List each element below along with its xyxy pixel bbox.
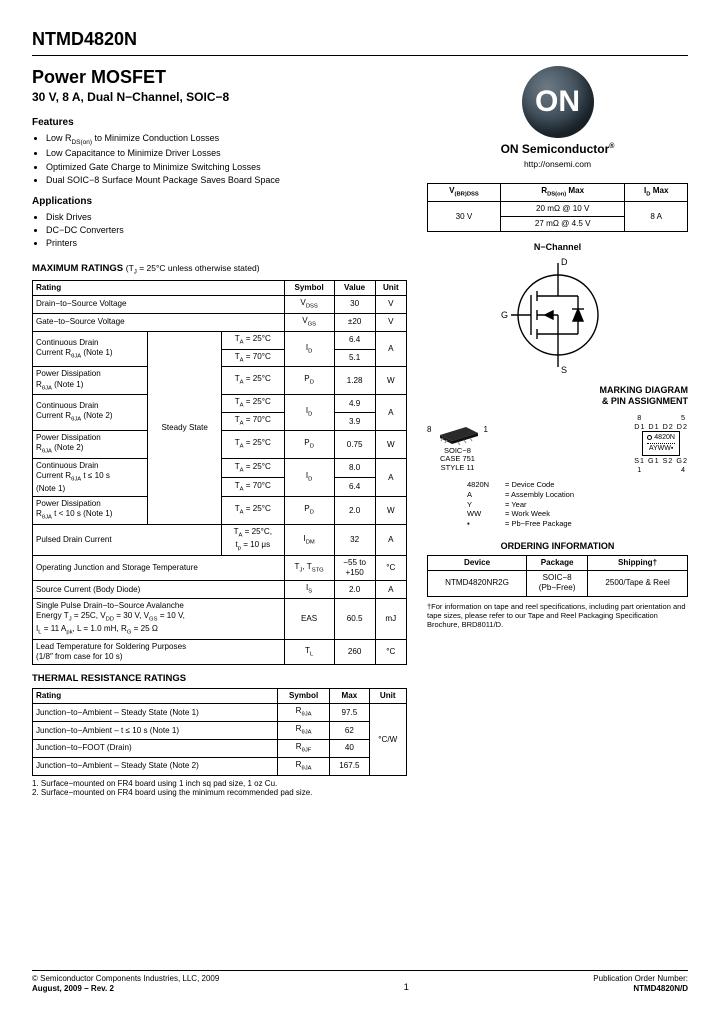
- left-column: Power MOSFET 30 V, 8 A, Dual N−Channel, …: [32, 66, 407, 799]
- key-spec-table: V(BR)DSSRDS(on) MaxID Max30 V20 mΩ @ 10 …: [427, 183, 688, 232]
- source-label: S: [561, 365, 567, 375]
- thermal-heading: THERMAL RESISTANCE RATINGS: [32, 673, 407, 685]
- company-name: ON Semiconductor®: [427, 142, 688, 157]
- ordering-table: DevicePackageShipping†NTMD4820NR2GSOIC−8…: [427, 555, 688, 596]
- divider: [32, 55, 688, 56]
- package-3d: 8 1 SOIC−8C: [427, 415, 488, 473]
- applications-heading: Applications: [32, 196, 407, 209]
- footer-copyright: © Semiconductor Components Industries, L…: [32, 974, 219, 984]
- list-item: Dual SOIC−8 Surface Mount Package Saves …: [46, 175, 407, 186]
- page-footer: © Semiconductor Components Industries, L…: [32, 970, 688, 994]
- main-title: Power MOSFET: [32, 66, 407, 89]
- list-item: Low RDS(on) to Minimize Conduction Losse…: [46, 133, 407, 147]
- features-list: Low RDS(on) to Minimize Conduction Losse…: [32, 133, 407, 187]
- logo-block: ON ON Semiconductor® http://onsemi.com: [427, 66, 688, 170]
- list-item: DC−DC Converters: [46, 225, 407, 236]
- subtitle: 30 V, 8 A, Dual N−Channel, SOIC−8: [32, 90, 407, 105]
- list-item: Printers: [46, 238, 407, 249]
- max-ratings-caption: MAXIMUM RATINGS (TJ = 25°C unless otherw…: [32, 263, 407, 276]
- chip-icon: [434, 415, 480, 445]
- pub-order-label: Publication Order Number:: [593, 974, 688, 984]
- list-item: Disk Drives: [46, 212, 407, 223]
- marking-heading: MARKING DIAGRAM& PIN ASSIGNMENT: [427, 385, 688, 407]
- part-number: NTMD4820N: [32, 28, 688, 51]
- list-item: Optimized Gate Charge to Minimize Switch…: [46, 162, 407, 173]
- footnotes: 1. Surface−mounted on FR4 board using 1 …: [32, 779, 407, 798]
- mosfet-label: N−Channel: [427, 242, 688, 253]
- max-ratings-table: RatingSymbolValueUnitDrain−to−Source Vol…: [32, 280, 407, 666]
- thermal-table: RatingSymbolMaxUnitJunction−to−Ambient –…: [32, 688, 407, 776]
- ordering-heading: ORDERING INFORMATION: [427, 541, 688, 552]
- package-caption: SOIC−8CASE 751STYLE 11: [427, 447, 488, 473]
- gate-label: G: [501, 310, 508, 320]
- right-column: ON ON Semiconductor® http://onsemi.com V…: [427, 66, 688, 799]
- drain-label: D: [561, 257, 568, 267]
- pin1-label: 1: [483, 425, 487, 435]
- ordering-note: †For information on tape and reel specif…: [427, 602, 688, 629]
- footer-date: August, 2009 − Rev. 2: [32, 984, 219, 994]
- company-url[interactable]: http://onsemi.com: [427, 159, 688, 170]
- applications-list: Disk Drives DC−DC Converters Printers: [32, 212, 407, 250]
- marking-legend: 4820N= Device CodeA= Assembly LocationY=…: [467, 480, 688, 529]
- pin8-label: 8: [427, 425, 431, 435]
- features-heading: Features: [32, 117, 407, 130]
- list-item: Low Capacitance to Minimize Driver Losse…: [46, 148, 407, 159]
- on-logo-icon: ON: [522, 66, 594, 138]
- pin-assignment: 85 D1 D1 D2 D2 4820N AYWW▪ S1 G1 S2 G2 1…: [634, 413, 688, 474]
- mosfet-diagram-icon: D G S: [483, 255, 633, 375]
- max-ratings-note: (TJ = 25°C unless otherwise stated): [126, 263, 260, 273]
- page-number: 1: [404, 982, 409, 994]
- pub-order-number: NTMD4820N/D: [593, 984, 688, 994]
